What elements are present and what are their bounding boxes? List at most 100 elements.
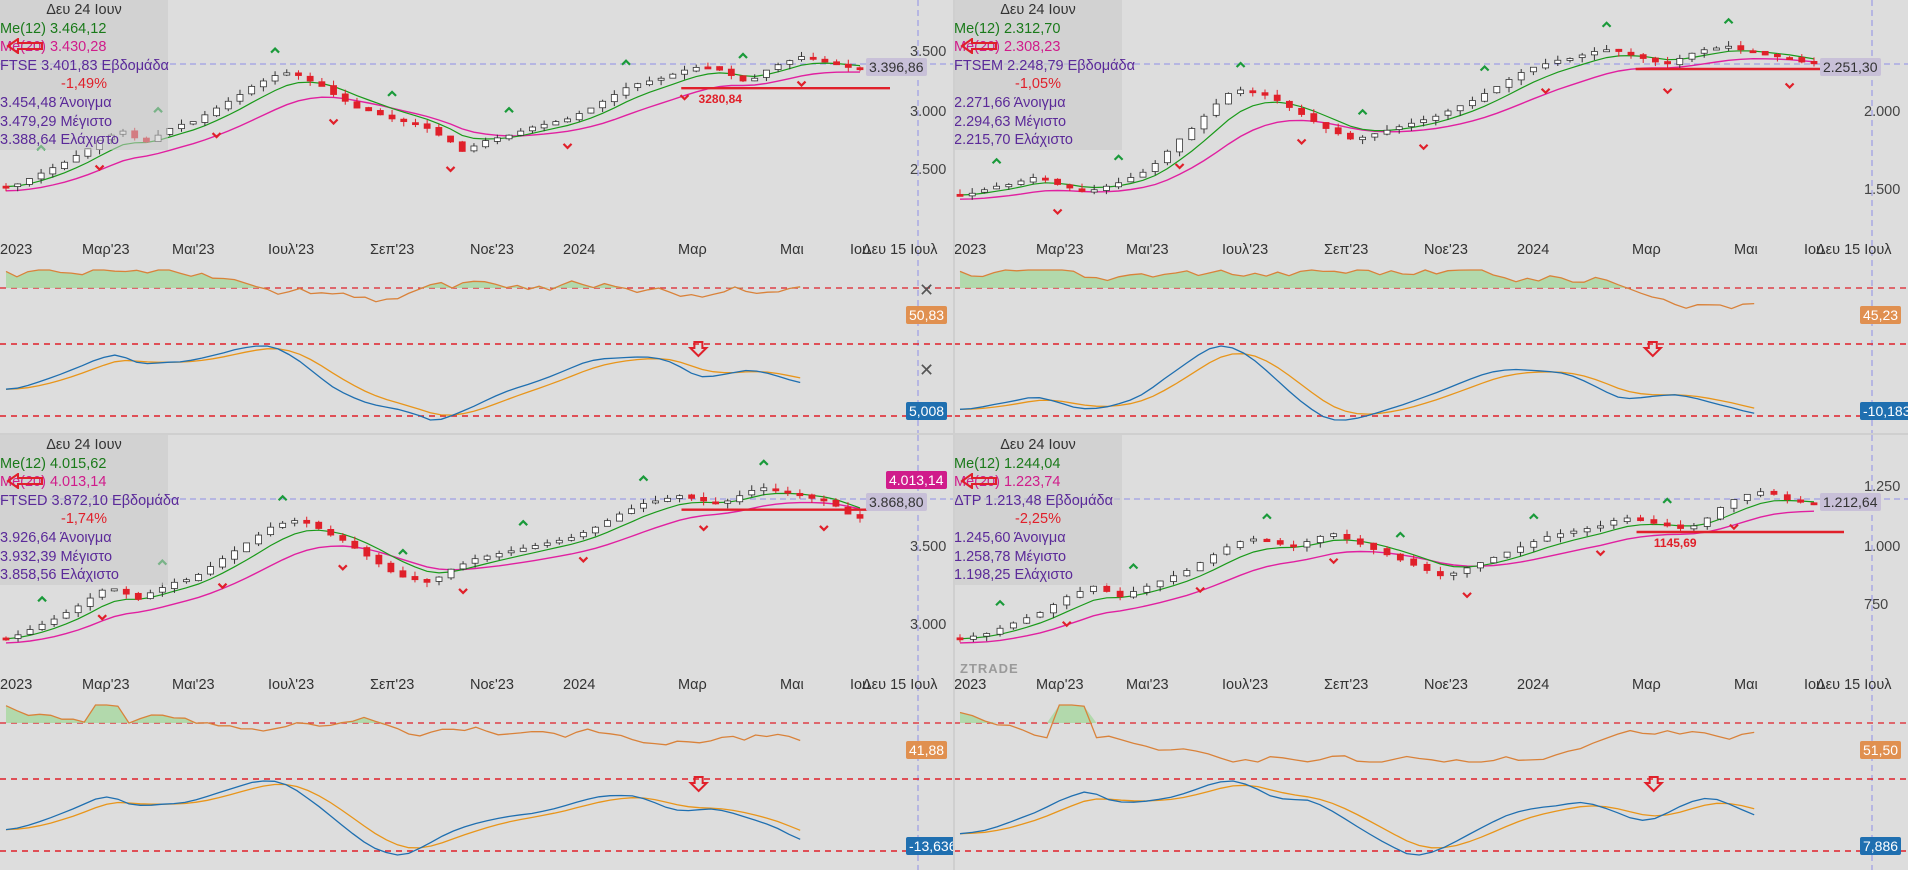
osc1-value-tag: 51,50 — [1860, 741, 1902, 759]
candle-body — [1456, 105, 1464, 112]
swing-low-marker — [1729, 523, 1739, 531]
close-icon[interactable]: ✕ — [919, 360, 935, 380]
candle-body — [517, 130, 525, 136]
x-tick-label: Ιουλ'23 — [268, 242, 314, 258]
candle-body — [796, 492, 804, 497]
panel-divider-horizontal[interactable] — [0, 433, 1908, 435]
osc1-overbought-fill — [6, 270, 801, 288]
x-tick-label: Μαι'23 — [1126, 242, 1169, 258]
legend-low: 1.198,25 Ελάχιστο — [954, 566, 1122, 585]
candle-body — [1102, 185, 1110, 191]
legend-instrument-text: FTSEM 2.248,79 Εβδομάδα — [954, 57, 1135, 74]
candle-body — [622, 87, 630, 96]
legend-open: 3.454,48 Άνοιγμα — [0, 94, 168, 113]
candle-body — [195, 574, 202, 582]
candle-body — [201, 114, 209, 123]
sell-signal-arrow-icon — [688, 776, 710, 793]
candle-body — [279, 522, 287, 528]
candle-body — [14, 634, 22, 639]
candle-body — [579, 532, 587, 538]
candle-body — [1063, 596, 1071, 606]
cursor-date-label: Δευ 15 Ιουλ — [862, 677, 938, 693]
candle-body — [1023, 617, 1031, 624]
candle-body — [628, 508, 635, 514]
candle-body — [363, 547, 371, 557]
candle-body — [259, 80, 267, 88]
candle-body — [341, 93, 349, 102]
swing-low-marker — [1595, 550, 1606, 557]
candle-body — [1042, 177, 1049, 181]
candle-body — [646, 80, 653, 86]
candle-body — [62, 612, 70, 619]
x-tick-label: 2023 — [0, 242, 32, 258]
candle-body — [423, 123, 431, 129]
candle-body — [1490, 556, 1498, 564]
candle-body — [657, 77, 665, 81]
candle-body — [786, 60, 794, 65]
candle-body — [1517, 72, 1525, 81]
candle-body — [772, 488, 780, 492]
candle-body — [447, 135, 454, 143]
candle-body — [1310, 113, 1318, 122]
candle-body — [1761, 50, 1769, 56]
candle-body — [482, 140, 490, 148]
swing-low-marker — [1540, 87, 1551, 95]
legend-open-text: 1.245,60 Άνοιγμα — [954, 529, 1066, 546]
chart-svg: 2023 Μαρ'23 Μαι'23 Ιουλ'23 Σεπ'23 Νοε'23 2024 Μ… — [954, 435, 1908, 870]
legend-open: 1.245,60 Άνοιγμα — [954, 529, 1122, 548]
candle-body — [1050, 604, 1057, 614]
candle-body — [61, 161, 68, 169]
legend-me20: Me(20) 3.430,28 — [0, 38, 168, 57]
swing-high-marker — [1357, 108, 1368, 116]
support-level-label: 1145,69 — [1653, 536, 1697, 550]
x-tick-label: 2024 — [563, 677, 595, 693]
candle-body — [634, 83, 642, 88]
candle-body — [1237, 89, 1245, 95]
swing-high-marker — [1479, 64, 1490, 72]
candle-body — [1450, 572, 1458, 576]
close-icon[interactable]: ✕ — [919, 280, 935, 300]
candle-body — [980, 189, 988, 193]
osc1-overbought-fill — [960, 270, 1755, 288]
candle-body — [1578, 54, 1586, 58]
candle-body — [1627, 51, 1635, 56]
candle-body — [1383, 129, 1391, 135]
cursor-date-label: Δευ 15 Ιουλ — [862, 242, 938, 258]
watermark-logo: ZTRADE — [960, 661, 1019, 676]
osc1-line — [959, 704, 1755, 763]
candle-body — [122, 588, 130, 595]
sell-signal-arrow-icon — [1642, 341, 1664, 358]
candle-body — [1743, 493, 1751, 501]
candle-body — [956, 637, 964, 641]
candle-body — [1597, 525, 1604, 529]
swing-low-marker — [338, 564, 348, 571]
legend-date-text: Δευ 24 Ιουν — [1000, 2, 1076, 18]
candle-body — [110, 588, 118, 592]
y-axis-label: 3.000 — [910, 104, 947, 120]
x-tick-label: Νοε'23 — [470, 242, 514, 258]
legend-instrument-text: FTSED 3.872,10 Εβδομάδα — [0, 492, 180, 509]
x-tick-label: Ιουλ'23 — [1222, 677, 1268, 693]
candle-body — [423, 579, 431, 583]
candle-body — [495, 553, 503, 558]
x-tick-label: 2024 — [1517, 242, 1549, 258]
candle-body — [98, 589, 106, 598]
candle-body — [1615, 48, 1623, 52]
swing-high-marker — [621, 59, 631, 66]
legend-change-text: -1,49% — [61, 76, 107, 93]
candle-body — [820, 498, 828, 502]
legend-change: -1,05% — [954, 75, 1122, 94]
legend-me12-text: Me(12) 4.015,62 — [0, 455, 107, 472]
candle-body — [315, 521, 323, 529]
candle-body — [1493, 86, 1501, 94]
legend-instrument-text: ΔΤΡ 1.213,48 Εβδομάδα — [954, 492, 1113, 509]
candle-body — [26, 629, 34, 635]
candle-body — [1503, 551, 1511, 558]
panel-divider-vertical[interactable] — [953, 0, 955, 870]
candle-body — [2, 637, 10, 641]
candle-body — [983, 633, 991, 637]
legend-instrument: FTSE 3.401,83 Εβδομάδα — [0, 57, 169, 76]
candle-body — [470, 145, 478, 152]
swing-low-marker — [328, 118, 339, 126]
legend-low-text: 2.215,70 Ελάχιστο — [954, 132, 1073, 149]
